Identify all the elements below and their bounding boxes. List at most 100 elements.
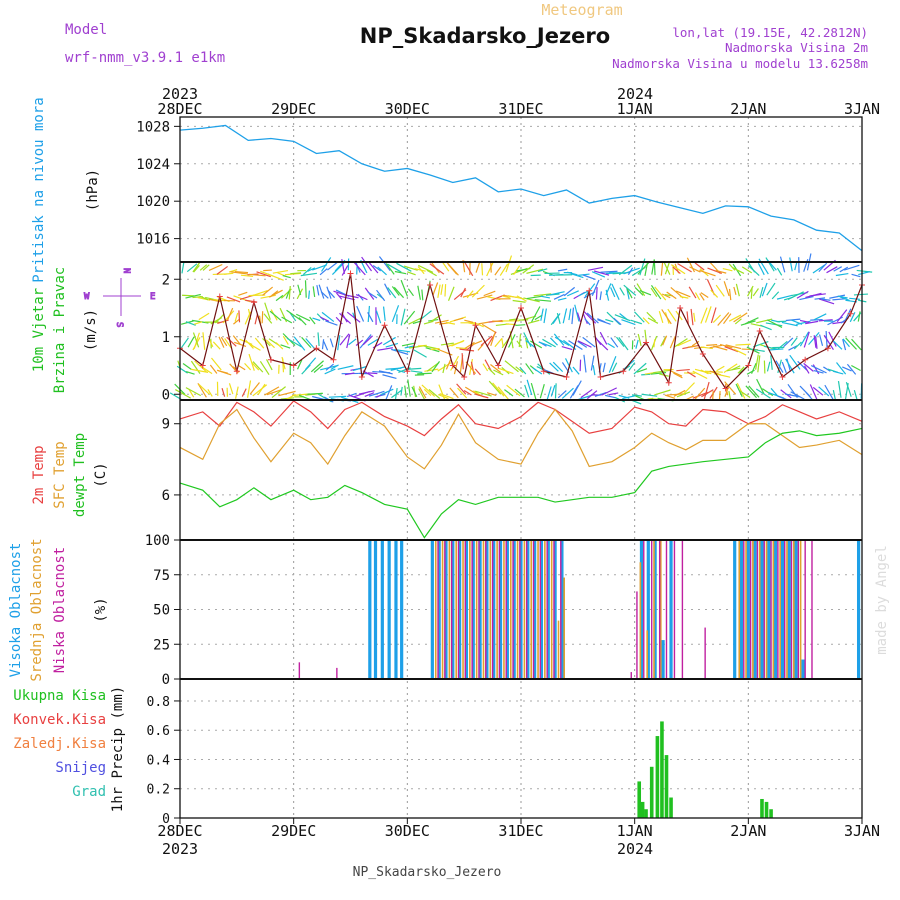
wind-arrow (853, 390, 858, 400)
wind-arrow (447, 286, 455, 301)
wind-arrow (534, 299, 552, 302)
wind-speed-point (381, 322, 388, 329)
wind-arrow (627, 267, 634, 276)
wind-arrow (557, 297, 567, 301)
wind-arrow (634, 311, 645, 323)
wind-arrow (190, 368, 209, 373)
wind-arrow (537, 268, 548, 273)
wind-arrow (715, 284, 725, 297)
wind-arrow (839, 296, 850, 302)
precip-ytick-label-2: 0.4 (147, 753, 171, 768)
wind-speed-point (404, 368, 411, 375)
wind-arrow (858, 271, 870, 276)
wind-arrow (418, 264, 434, 274)
top-tick-2: 30DEC (385, 100, 430, 118)
wind-arrow (710, 289, 719, 298)
wind-arrow (309, 316, 316, 325)
cloud-high-bar (753, 540, 757, 679)
wind-arrow (367, 312, 374, 323)
wind-arrow (341, 265, 349, 276)
wind-arrow (312, 286, 316, 297)
wind-arrow (571, 307, 575, 325)
wind-arrow (470, 361, 475, 376)
wind-arrow (669, 335, 676, 349)
wind-arrow (486, 261, 495, 277)
wind-arrow (639, 290, 652, 296)
wind-arrow (739, 390, 751, 398)
wind-arrow (597, 339, 609, 351)
wind-arrow (252, 384, 268, 397)
wind-arrow (530, 340, 543, 349)
cloud-mid-bar (550, 540, 553, 679)
temp-unit: (C) (93, 462, 109, 487)
top-tick-1: 29DEC (271, 100, 316, 118)
wind-label-2: Brzina i Pravac (52, 267, 68, 393)
wind-arrow (836, 309, 848, 323)
wind-arrow (540, 308, 544, 321)
wind-arrow (228, 269, 238, 273)
wind-arrow (599, 291, 602, 301)
wind-arrow (307, 267, 316, 272)
wind-arrow (307, 392, 323, 395)
wind-arrow (368, 390, 385, 397)
wind-arrow (346, 311, 361, 323)
wind-arrow (785, 318, 801, 322)
wind-speed-point (518, 305, 524, 311)
pressure-ytick-label-2: 1020 (136, 194, 170, 210)
wind-arrow (666, 291, 677, 300)
cloud-low-bar (630, 672, 632, 679)
wind-arrow (539, 384, 545, 399)
wind-arrow (675, 290, 691, 298)
cloud-high-bar (646, 540, 650, 679)
precip-unit: 1hr Precip (mm) (110, 686, 126, 812)
cloud-high-bar (373, 540, 378, 679)
wind-arrow (561, 346, 573, 351)
wind-arrow (256, 271, 271, 278)
wind-speed-point (597, 374, 604, 380)
wind-arrow (584, 318, 591, 326)
wind-arrow (623, 284, 637, 296)
cloud-mid-bar (503, 540, 505, 679)
wind-arrow (856, 269, 873, 273)
cloud-low-bar (444, 540, 446, 679)
wind-arrow (781, 361, 787, 374)
wind-arrow (317, 332, 320, 347)
wind-arrow (686, 311, 689, 324)
top-axis-ticks: 28DEC 29DEC 30DEC 31DEC 1JAN 2JAN 3JAN (157, 100, 880, 118)
wind-arrow (723, 281, 730, 297)
cloud-high-bar (787, 540, 791, 679)
wind-arrow (263, 269, 272, 272)
wind-arrow (385, 342, 399, 348)
wind-arrow (352, 366, 367, 372)
wind-arrow (445, 321, 456, 325)
wind-arrow (207, 389, 213, 397)
wind-arrow (734, 318, 742, 325)
wind-arrow (266, 389, 283, 396)
wind-arrow (438, 384, 446, 401)
wind-arrow (660, 336, 667, 347)
cloud-mid-bar (482, 540, 485, 679)
cloud-high-bar (560, 540, 564, 679)
wind-arrow (478, 321, 489, 325)
cloud-low-bar (770, 540, 772, 679)
wind-arrow (198, 312, 210, 321)
wind-arrow (471, 284, 485, 298)
wind-arrow (254, 337, 265, 349)
wind-arrow (271, 386, 286, 399)
wind-arrow (751, 362, 757, 374)
wind-arrow (313, 364, 324, 373)
wind-arrow (302, 267, 312, 275)
cloud-low-bar (532, 540, 535, 679)
wind-arrow (439, 393, 454, 400)
wind-speed-point (290, 362, 297, 369)
wind-arrow (662, 335, 668, 346)
bottom-year-2024: 2024 (617, 840, 653, 858)
grid-lines (180, 117, 862, 819)
wind-speed-point (643, 339, 650, 346)
wind-arrow (590, 355, 595, 371)
wind-arrow (516, 295, 527, 302)
wind-arrow (362, 335, 374, 346)
wind-arrow (641, 393, 658, 397)
wind-arrow (735, 283, 740, 297)
